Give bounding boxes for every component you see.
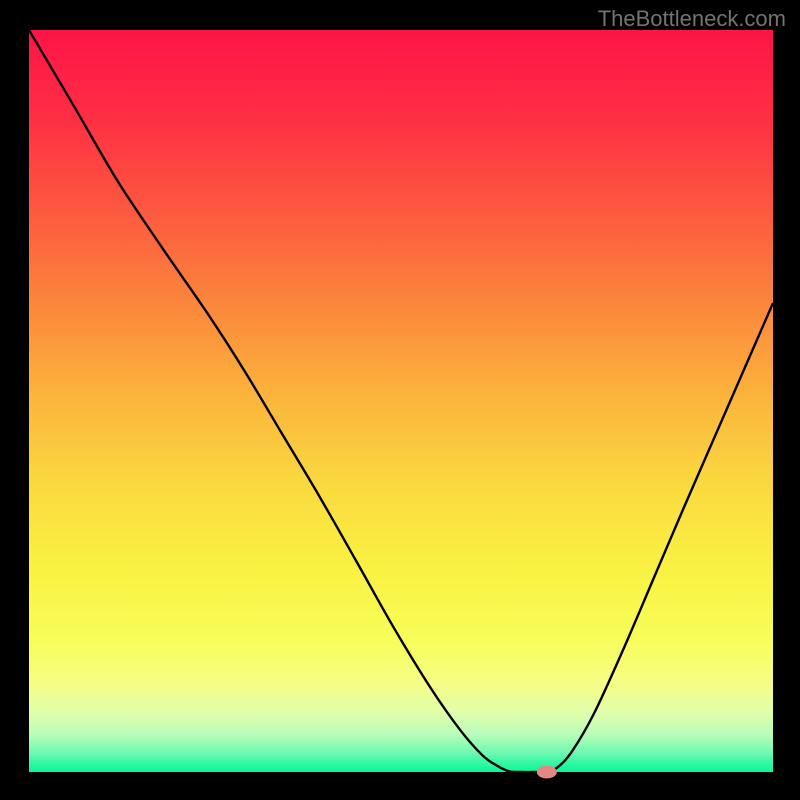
watermark-label: TheBottleneck.com [598, 6, 786, 32]
optimal-point-marker [537, 766, 557, 779]
bottleneck-chart [0, 0, 800, 800]
plot-background [29, 30, 773, 772]
chart-container: TheBottleneck.com [0, 0, 800, 800]
